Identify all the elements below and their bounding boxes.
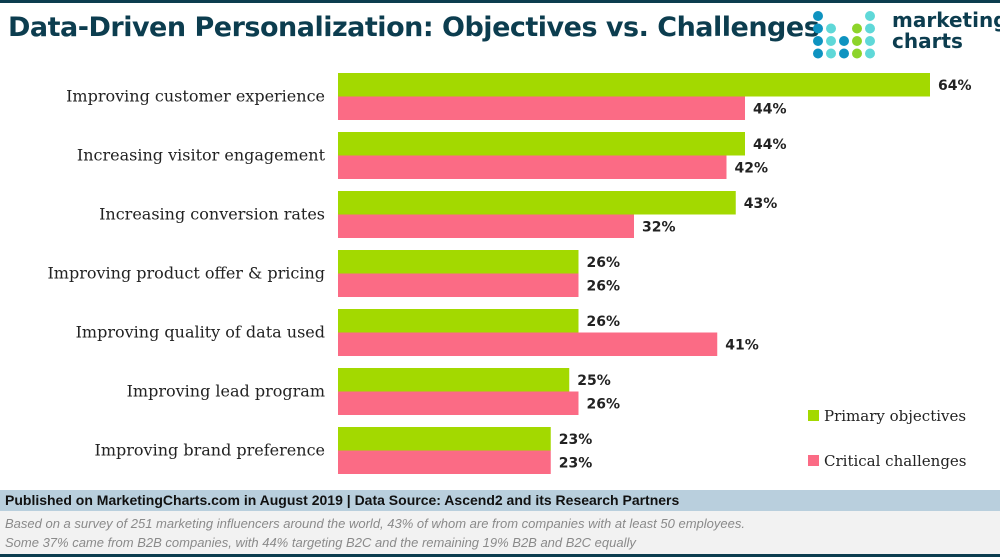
data-label: 64% (938, 78, 972, 94)
logo-text-line1: marketing (892, 8, 1000, 32)
bar-primary-objectives (338, 309, 579, 333)
logo-dot (826, 36, 836, 46)
bar-critical-challenges (338, 332, 718, 356)
logo-text-line2: charts (892, 29, 963, 53)
top-border (0, 0, 1000, 3)
bar-primary-objectives (338, 132, 745, 156)
legend-swatch (808, 410, 819, 421)
bar-critical-challenges (338, 96, 745, 120)
category-label: Improving customer experience (66, 87, 325, 106)
category-label: Improving lead program (127, 382, 325, 401)
bar-critical-challenges (338, 155, 727, 179)
data-label: 26% (587, 314, 621, 330)
category-label: Increasing visitor engagement (77, 146, 326, 165)
legend-label: Primary objectives (824, 407, 966, 425)
data-label: 25% (577, 373, 611, 389)
logo-dot (839, 48, 849, 59)
legend-swatch (808, 455, 819, 466)
data-label: 44% (753, 137, 787, 153)
bar-critical-challenges (338, 273, 579, 297)
bar-critical-challenges (338, 214, 634, 238)
bar-critical-challenges (338, 391, 579, 415)
logo-dot (813, 36, 823, 46)
bar-critical-challenges (338, 450, 551, 474)
bar-primary-objectives (338, 250, 579, 274)
data-label: 41% (725, 337, 759, 353)
category-label: Improving product offer & pricing (47, 264, 325, 283)
survey-notes: Based on a survey of 251 marketing influ… (0, 511, 1000, 554)
data-label: 26% (587, 396, 621, 412)
logo-dot (813, 48, 823, 59)
legend-label: Critical challenges (824, 452, 967, 470)
category-label: Increasing conversion rates (99, 205, 325, 224)
chart-title: Data-Driven Personalization: Objectives … (8, 12, 820, 43)
bar-primary-objectives (338, 427, 551, 451)
marketingcharts-logo: marketing charts (812, 10, 1000, 60)
note-line: Some 37% came from B2B companies, with 4… (5, 535, 636, 550)
data-label: 32% (642, 219, 676, 235)
logo-dot (865, 36, 875, 46)
note-line: Based on a survey of 251 marketing influ… (5, 516, 745, 531)
logo-dot (852, 23, 862, 34)
data-label: 44% (753, 101, 787, 117)
logo-dot (826, 48, 836, 59)
logo-dot (813, 11, 823, 21)
logo-dot (865, 11, 875, 21)
logo-dot (865, 23, 875, 34)
category-label: Improving quality of data used (76, 323, 325, 342)
bar-chart: Improving customer experience 64% 44% Incre… (47, 73, 972, 474)
logo-dot (852, 48, 862, 59)
data-label: 23% (559, 432, 593, 448)
data-label: 43% (744, 196, 778, 212)
data-label: 42% (735, 160, 769, 176)
data-label: 26% (587, 278, 621, 294)
bar-primary-objectives (338, 73, 930, 97)
logo-dot (813, 23, 823, 34)
logo-dot (826, 23, 836, 34)
logo-dot (865, 48, 875, 59)
logo-dot (839, 36, 849, 46)
logo-dots-icon (813, 11, 875, 59)
category-label: Improving brand preference (95, 441, 325, 460)
bottom-border (0, 554, 1000, 557)
data-label: 26% (587, 255, 621, 271)
logo-dot (852, 36, 862, 46)
published-source: Published on MarketingCharts.com in Augu… (0, 490, 1000, 511)
bar-primary-objectives (338, 368, 570, 392)
bar-primary-objectives (338, 191, 736, 215)
data-label: 23% (559, 455, 593, 471)
